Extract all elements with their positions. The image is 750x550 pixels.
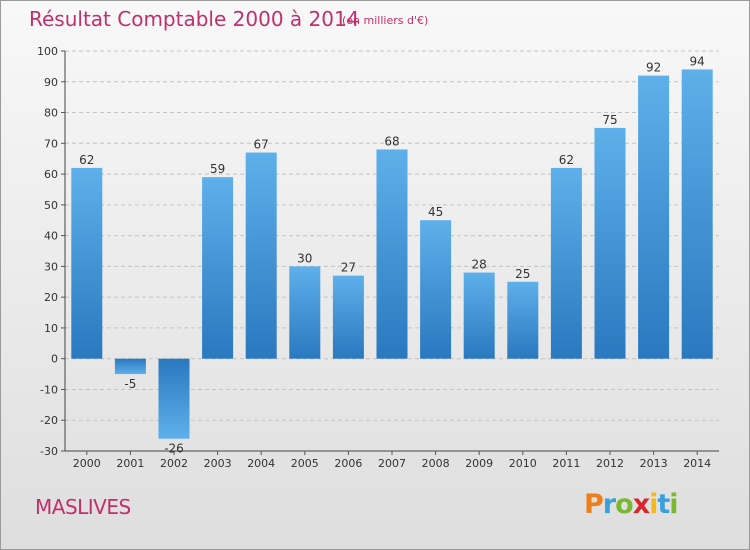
value-label-2003: 59 xyxy=(210,162,225,176)
bar-2007 xyxy=(376,149,408,359)
bar-2010 xyxy=(507,281,539,359)
y-tick-label: 10 xyxy=(44,322,58,335)
bar-2013 xyxy=(638,75,670,359)
bar-2011 xyxy=(550,167,582,359)
y-tick-label: -30 xyxy=(40,445,58,458)
value-label-2005: 30 xyxy=(297,251,312,265)
bar-2012 xyxy=(594,127,626,359)
x-tick-label-2012: 2012 xyxy=(596,457,624,470)
x-tick-label-2009: 2009 xyxy=(465,457,493,470)
x-tick-label-2007: 2007 xyxy=(378,457,406,470)
x-tick-label-2000: 2000 xyxy=(73,457,101,470)
bar-2001 xyxy=(114,358,146,375)
x-tick-label-2005: 2005 xyxy=(291,457,319,470)
x-tick-label-2001: 2001 xyxy=(116,457,144,470)
value-label-2004: 67 xyxy=(254,138,269,152)
bar-2008 xyxy=(420,220,452,359)
y-tick-label: 20 xyxy=(44,291,58,304)
commune-name: MASLIVES xyxy=(35,495,131,519)
bar-2005 xyxy=(289,266,321,359)
y-tick-label: 50 xyxy=(44,199,58,212)
bar-2000 xyxy=(71,167,103,359)
value-label-2012: 75 xyxy=(602,113,617,127)
logo-letter: P xyxy=(584,489,604,520)
x-tick-label-2011: 2011 xyxy=(552,457,580,470)
y-tick-label: -10 xyxy=(40,383,58,396)
bar-2006 xyxy=(332,275,364,359)
x-tick-label-2004: 2004 xyxy=(247,457,275,470)
y-tick-label: 30 xyxy=(44,260,58,273)
value-label-2009: 28 xyxy=(472,258,487,272)
chart-title: Résultat Comptable 2000 à 2014 xyxy=(29,7,360,31)
y-tick-label: 100 xyxy=(37,45,58,58)
x-tick-label-2010: 2010 xyxy=(509,457,537,470)
bar-2014 xyxy=(681,69,713,359)
logo-letter: i xyxy=(669,489,678,520)
logo-letter: r xyxy=(602,489,616,520)
logo-letter: i xyxy=(649,489,658,520)
x-tick-label-2013: 2013 xyxy=(640,457,668,470)
value-label-2014: 94 xyxy=(690,54,705,68)
logo-letter: x xyxy=(632,489,650,520)
x-tick-label-2014: 2014 xyxy=(683,457,711,470)
x-tick-label-2002: 2002 xyxy=(160,457,188,470)
x-tick-label-2006: 2006 xyxy=(334,457,362,470)
y-tick-label: 60 xyxy=(44,168,58,181)
value-label-2008: 45 xyxy=(428,205,443,219)
logo-letter: t xyxy=(657,489,670,520)
value-label-2011: 62 xyxy=(559,153,574,167)
value-label-2006: 27 xyxy=(341,261,356,275)
x-tick-label-2003: 2003 xyxy=(204,457,232,470)
y-tick-label: 80 xyxy=(44,107,58,120)
chart-subtitle: (en milliers d'€) xyxy=(342,14,429,27)
value-label-2002: -26 xyxy=(164,442,184,456)
proxiti-logo: Proxiti xyxy=(584,489,679,520)
value-label-2001: -5 xyxy=(124,377,136,391)
value-label-2007: 68 xyxy=(384,134,399,148)
bar-2009 xyxy=(463,272,495,359)
bar-2002 xyxy=(158,358,190,439)
bar-2004 xyxy=(245,152,277,359)
bar-2003 xyxy=(202,177,234,359)
logo-letter: o xyxy=(615,489,634,520)
y-tick-label: -20 xyxy=(40,414,58,427)
y-tick-label: 90 xyxy=(44,76,58,89)
value-label-2000: 62 xyxy=(79,153,94,167)
y-tick-label: 70 xyxy=(44,137,58,150)
x-tick-label-2008: 2008 xyxy=(422,457,450,470)
y-tick-label: 0 xyxy=(51,353,58,366)
value-label-2010: 25 xyxy=(515,267,530,281)
y-tick-label: 40 xyxy=(44,230,58,243)
value-label-2013: 92 xyxy=(646,61,661,75)
